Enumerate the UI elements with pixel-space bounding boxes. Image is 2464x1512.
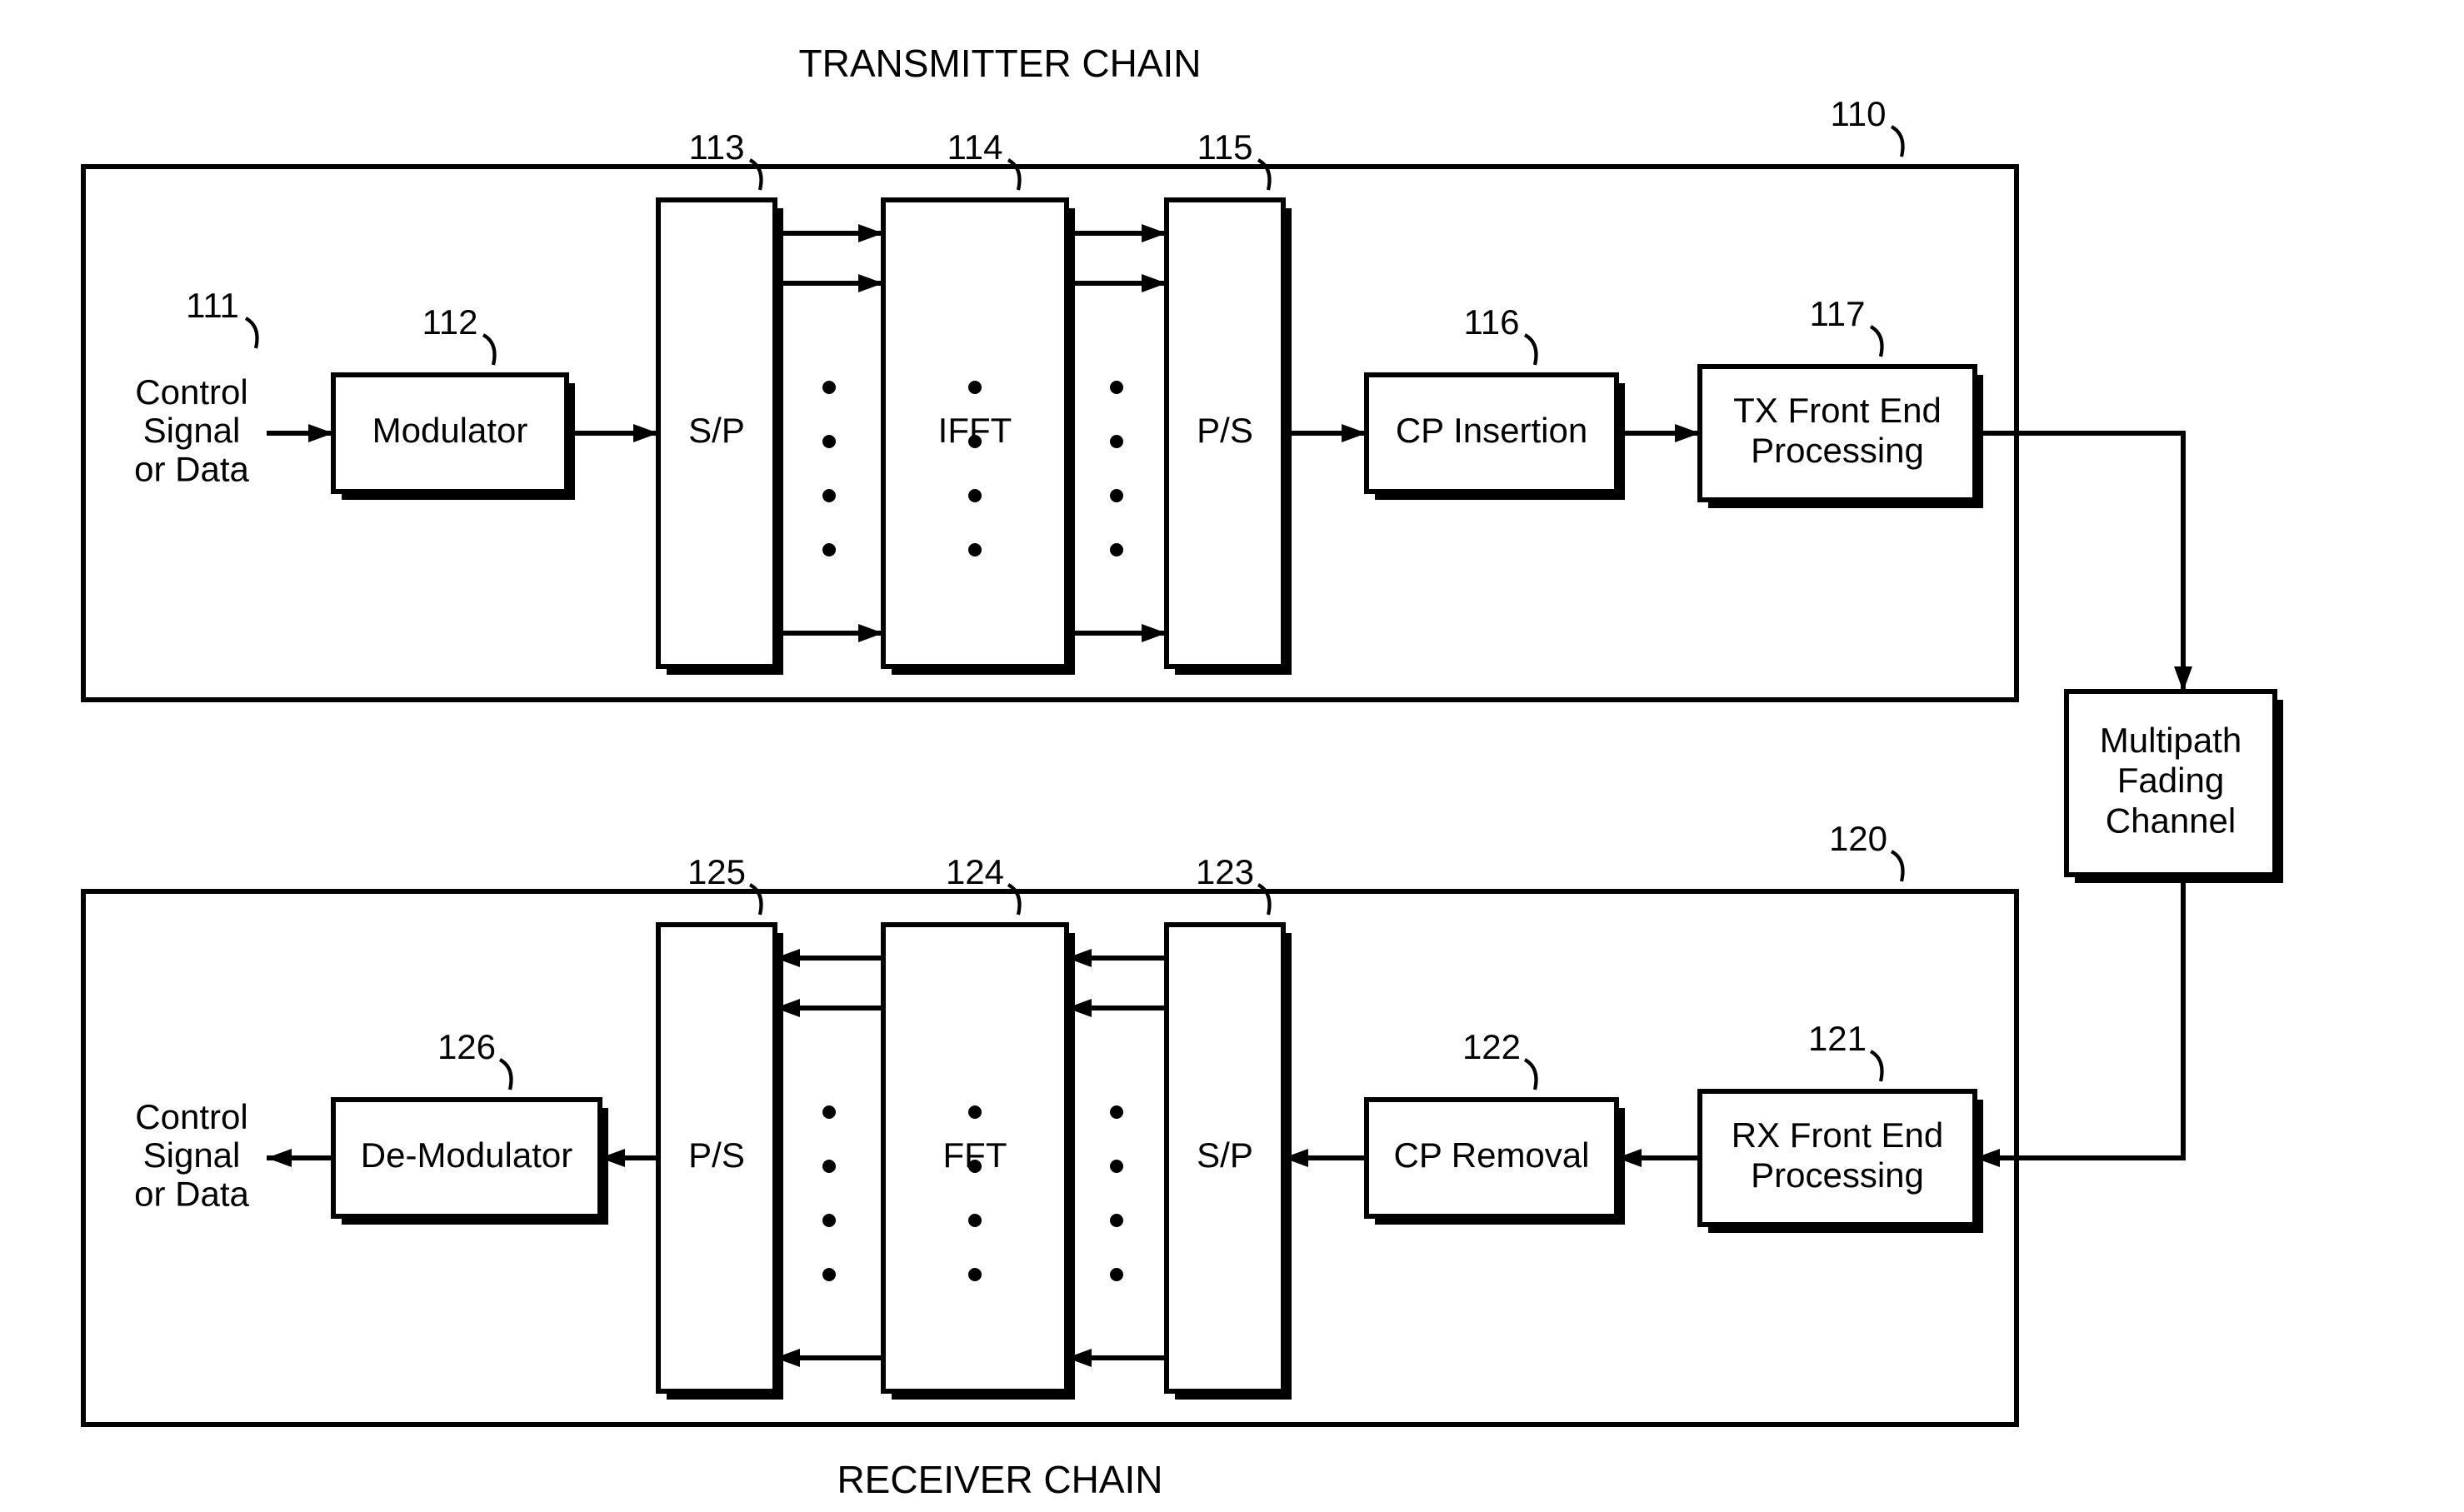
refnum-120: 120	[1829, 819, 1887, 858]
refnum-leader-116	[1525, 335, 1537, 365]
refnum-123: 123	[1196, 852, 1254, 891]
tx-ifft-idot-2	[968, 489, 982, 502]
channel-to-rx	[1975, 875, 2183, 1158]
rx-source-label: Signal	[143, 1135, 241, 1175]
refnum-leader-121	[1871, 1051, 1882, 1081]
refnum-126: 126	[437, 1027, 496, 1066]
rx-par0-dot-1	[822, 1160, 836, 1173]
tx-cp-label: CP Insertion	[1396, 411, 1587, 450]
refnum-leader-111	[246, 318, 257, 348]
rx-cprem-label: CP Removal	[1394, 1135, 1590, 1175]
tx-txfe-label: Processing	[1751, 431, 1924, 470]
tx-txfe-label: TX Front End	[1733, 391, 1942, 430]
title-rx: RECEIVER CHAIN	[837, 1458, 1162, 1501]
rx-par0-dot-0	[822, 1105, 836, 1119]
tx-par0-dot-2	[822, 489, 836, 502]
rx-fft-idot-3	[968, 1268, 982, 1281]
channel-label: Multipath	[2100, 721, 2242, 760]
refnum-111: 111	[186, 286, 239, 325]
rx-par1-dot-0	[1110, 1105, 1123, 1119]
rx-source-label: Control	[135, 1097, 247, 1136]
channel-label: Fading	[2117, 761, 2224, 800]
refnum-121: 121	[1808, 1019, 1867, 1058]
refnum-110: 110	[1831, 94, 1887, 133]
tx-par0-dot-1	[822, 435, 836, 448]
rx-ps-label: P/S	[688, 1135, 745, 1175]
rx-fft-idot-0	[968, 1105, 982, 1119]
tx-ps-label: P/S	[1197, 411, 1253, 450]
tx-to-channel	[1975, 433, 2183, 691]
rx-par0-dot-3	[822, 1268, 836, 1281]
refnum-113: 113	[689, 127, 745, 167]
refnum-116: 116	[1464, 302, 1520, 342]
tx-modulator-label: Modulator	[372, 411, 528, 450]
tx-par0-dot-3	[822, 543, 836, 556]
tx-source-label: or Data	[134, 449, 249, 488]
refnum-124: 124	[946, 852, 1004, 891]
refnum-leader-110	[1892, 127, 1903, 157]
tx-ifft-idot-1	[968, 435, 982, 448]
refnum-125: 125	[687, 852, 746, 891]
rx-par1-dot-1	[1110, 1160, 1123, 1173]
tx-source-label: Control	[135, 372, 247, 412]
rx-fft-idot-1	[968, 1160, 982, 1173]
ofdm-block-diagram: 110 120 TRANSMITTER CHAIN RECEIVER CHAIN Con…	[0, 0, 2464, 1512]
tx-par1-dot-1	[1110, 435, 1123, 448]
refnum-leader-122	[1525, 1060, 1537, 1090]
rx-sp-label: S/P	[1197, 1135, 1253, 1175]
tx-source-label: Signal	[143, 411, 241, 450]
rx-rxfe-label: Processing	[1751, 1155, 1924, 1195]
tx-ifft-idot-0	[968, 381, 982, 394]
rx-fft-idot-2	[968, 1214, 982, 1227]
tx-ifft-idot-3	[968, 543, 982, 556]
rx-par0-dot-2	[822, 1214, 836, 1227]
tx-par1-dot-3	[1110, 543, 1123, 556]
rx-rxfe-label: RX Front End	[1732, 1115, 1943, 1155]
refnum-leader-126	[500, 1060, 512, 1090]
title-tx: TRANSMITTER CHAIN	[799, 42, 1202, 85]
refnum-leader-117	[1871, 327, 1882, 357]
tx-par1-dot-0	[1110, 381, 1123, 394]
refnum-114: 114	[947, 127, 1003, 167]
tx-par1-dot-2	[1110, 489, 1123, 502]
rx-par1-dot-3	[1110, 1268, 1123, 1281]
rx-par1-dot-2	[1110, 1214, 1123, 1227]
refnum-leader-112	[483, 335, 495, 365]
refnum-leader-120	[1892, 851, 1903, 881]
refnum-112: 112	[422, 302, 478, 342]
channel-label: Channel	[2106, 801, 2236, 840]
tx-sp-label: S/P	[688, 411, 745, 450]
tx-par0-dot-0	[822, 381, 836, 394]
refnum-122: 122	[1462, 1027, 1521, 1066]
refnum-117: 117	[1810, 294, 1866, 333]
rx-demod-label: De-Modulator	[361, 1135, 572, 1175]
refnum-115: 115	[1197, 127, 1253, 167]
rx-source-label: or Data	[134, 1174, 249, 1213]
